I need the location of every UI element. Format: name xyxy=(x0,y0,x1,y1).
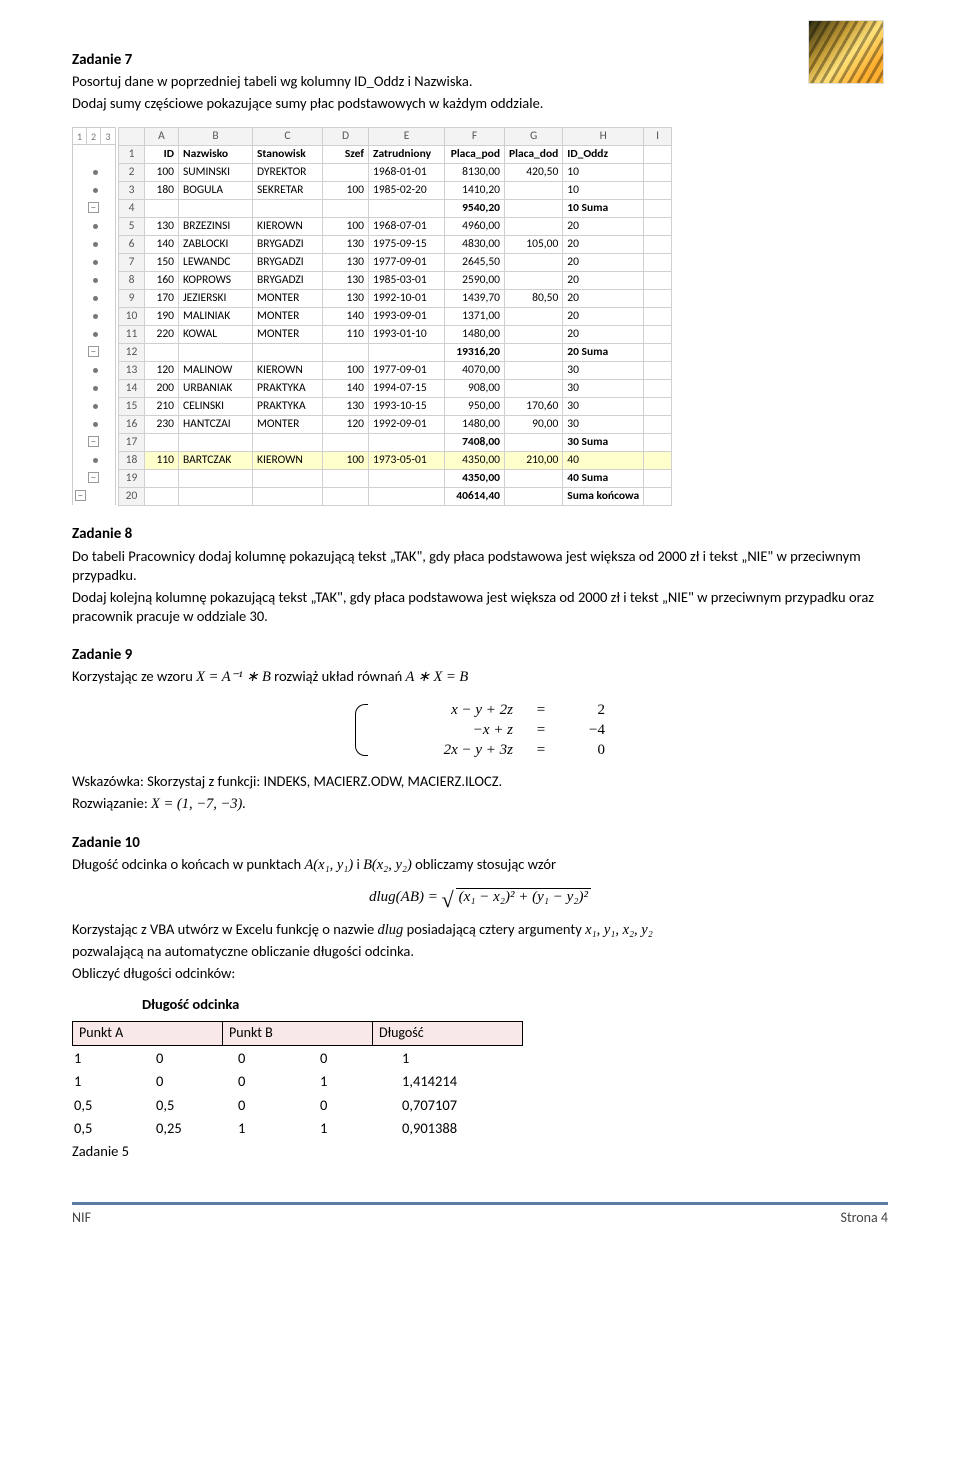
task9-sol-val: X = (1, −7, −3). xyxy=(151,796,246,812)
spreadsheet-table: ABCDEFGHI 1IDNazwiskoStanowiskSzefZatrud… xyxy=(118,127,672,506)
table-row: 6140ZABLOCKIBRYGADZI1301975-09-154830,00… xyxy=(119,236,672,254)
table-row: 49540,2010 Suma xyxy=(119,200,672,218)
table-row: 11220KOWALMONTER1101993-01-101480,0020 xyxy=(119,326,672,344)
t10-radicand: (x₁ − x₂)² + (y₁ − y₂)² xyxy=(456,888,591,905)
equation-system: x − y + 2z=2−x + z=−42x − y + 3z=0 xyxy=(72,700,888,761)
list-item: 0,50,5000,707107 xyxy=(74,1095,482,1117)
task9-text-before: Korzystając ze wzoru xyxy=(72,667,196,685)
task9-title: Zadanie 9 xyxy=(72,645,888,665)
task9-solution: Rozwiązanie: X = (1, −7, −3). xyxy=(72,794,888,815)
spreadsheet-screenshot: 123 −−−−− ABCDEFGHI 1IDNazwiskoStanowisk… xyxy=(72,127,888,506)
task9-hint: Wskazówka: Skorzystaj z funkcji: INDEKS,… xyxy=(72,772,888,792)
table-row: 9170JEZIERSKIMONTER1301992-10-011439,708… xyxy=(119,290,672,308)
list-item: 10001 xyxy=(74,1048,482,1070)
table-row: 8160KOPROWSBRYGADZI1301985-03-012590,002… xyxy=(119,272,672,290)
task8-text-2: Dodaj kolejną kolumnę pokazującą tekst „… xyxy=(72,588,888,627)
t10-pA: A(x₁, y₁) xyxy=(304,857,353,873)
table-row: 10190MALINIAKMONTER1401993-09-011371,002… xyxy=(119,308,672,326)
outline-pane: 123 −−−−− xyxy=(72,127,116,505)
t10-l2b: posiadającą cztery argumenty xyxy=(407,920,586,938)
table-row: 5130BRZEZINSIKIEROWN1001968-07-014960,00… xyxy=(119,218,672,236)
table-row: 15210CELINSKIPRAKTYKA1301993-10-15950,00… xyxy=(119,398,672,416)
page-footer: NIF Strona 4 xyxy=(72,1202,888,1228)
t10-flhs: dlug(AB) = xyxy=(369,889,442,905)
table-row: 18110BARTCZAKKIEROWN1001973-05-014350,00… xyxy=(119,452,672,470)
footer-left: NIF xyxy=(72,1209,91,1228)
t10-l1b: obliczamy stosując wzór xyxy=(415,855,556,873)
task7-text-1: Posortuj dane w poprzedniej tabeli wg ko… xyxy=(72,72,888,92)
task9-intro: Korzystając ze wzoru X = A⁻¹ ∗ B rozwiąż… xyxy=(72,667,888,688)
rake-sunset-icon xyxy=(808,20,884,84)
footer-right: Strona 4 xyxy=(841,1209,888,1228)
task9-formula-2: A ∗ X = B xyxy=(406,669,469,685)
table-row: 7150LEWANDCBRYGADZI1301977-09-012645,502… xyxy=(119,254,672,272)
table-row: 14200URBANIAKPRAKTYKA1401994-07-15908,00… xyxy=(119,380,672,398)
table-row: 1219316,2020 Suma xyxy=(119,344,672,362)
result-rows: 1000110011,4142140,50,5000,7071070,50,25… xyxy=(72,1046,484,1142)
table-row: 1IDNazwiskoStanowiskSzefZatrudnionyPlaca… xyxy=(119,146,672,164)
t10-l1a: Długość odcinka o końcach w punktach xyxy=(72,855,304,873)
table-row: 2100SUMINSKIDYREKTOR1968-01-018130,00420… xyxy=(119,164,672,182)
task9-text-mid: rozwiąż układ równań xyxy=(274,667,405,685)
distance-formula: dlug(AB) = (x₁ − x₂)² + (y₁ − y₂)² xyxy=(72,887,888,907)
list-item: 10011,414214 xyxy=(74,1071,482,1093)
pink-table: Punkt APunkt BDługość xyxy=(72,1021,523,1046)
t10-l2a: Korzystając z VBA utwórz w Excelu funkcj… xyxy=(72,920,378,938)
task8-title: Zadanie 8 xyxy=(72,524,888,544)
task10-title: Zadanie 10 xyxy=(72,833,888,853)
pink-table-title: Długość odcinka xyxy=(72,995,888,1015)
list-item: 0,50,25110,901388 xyxy=(74,1118,482,1140)
t10-dlug: dlug xyxy=(378,922,404,938)
task10-line1: Długość odcinka o końcach w punktach A(x… xyxy=(72,855,888,876)
task7-text-2: Dodaj sumy częściowe pokazujące sumy pła… xyxy=(72,94,888,114)
table-row: 13120MALINOWKIEROWN1001977-09-014070,003… xyxy=(119,362,672,380)
table-row: 2040614,40Suma końcowa xyxy=(119,488,672,506)
task10-line4: Obliczyć długości odcinków: xyxy=(72,964,888,984)
task10-trailing: Zadanie 5 xyxy=(72,1142,888,1162)
table-row: 194350,0040 Suma xyxy=(119,470,672,488)
table-row: 177408,0030 Suma xyxy=(119,434,672,452)
t10-args: x₁, y₁, x₂, y₂ xyxy=(585,922,653,938)
task9-formula-1: X = A⁻¹ ∗ B xyxy=(196,669,271,685)
table-row: 3180BOGULASEKRETAR1001985-02-201410,2010 xyxy=(119,182,672,200)
table-row: 16230HANTCZAIMONTER1201992-09-011480,009… xyxy=(119,416,672,434)
t10-pB: B(x₂, y₂) xyxy=(363,857,412,873)
task10-line2: Korzystając z VBA utwórz w Excelu funkcj… xyxy=(72,920,888,941)
task8-text-1: Do tabeli Pracownicy dodaj kolumnę pokaz… xyxy=(72,547,888,586)
task7-title: Zadanie 7 xyxy=(72,50,888,70)
task9-sol-label: Rozwiązanie: xyxy=(72,794,151,812)
task10-line3: pozwalającą na automatyczne obliczanie d… xyxy=(72,942,888,962)
